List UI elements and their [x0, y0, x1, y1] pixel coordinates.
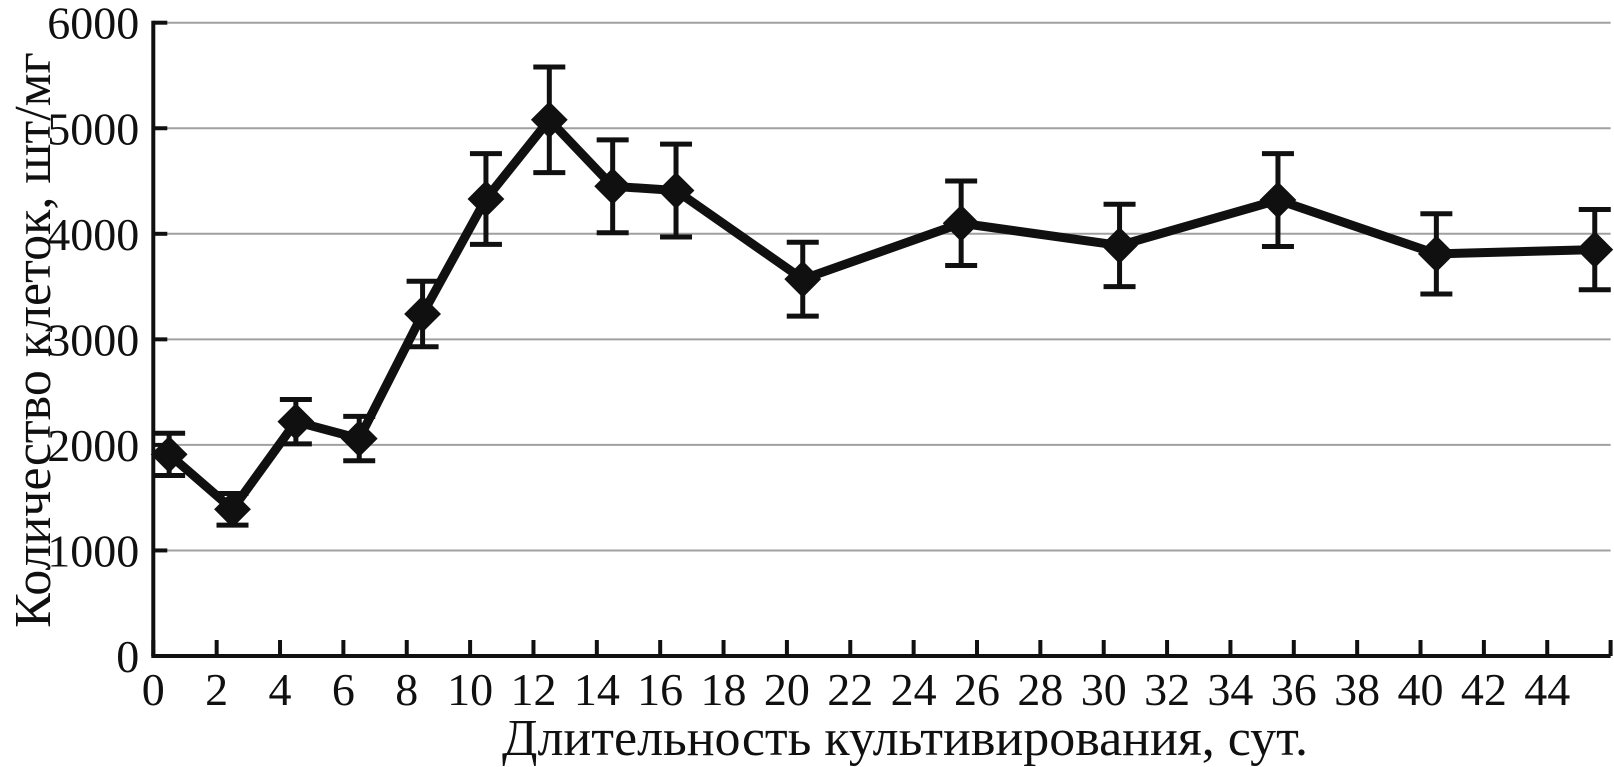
y-tick-label: 3000: [47, 314, 139, 365]
x-tick-label: 42: [1461, 664, 1507, 715]
data-point-marker: [657, 172, 695, 209]
y-tick-label: 5000: [47, 103, 139, 154]
x-tick-label: 38: [1334, 664, 1380, 715]
x-tick-label: 24: [891, 664, 937, 715]
data-point-marker: [214, 490, 251, 528]
data-point-marker: [1259, 181, 1297, 219]
data-point-marker: [530, 101, 568, 139]
y-tick-label: 0: [116, 631, 139, 682]
x-tick-label: 16: [637, 664, 683, 715]
y-axis-title: Количество клеток, шт/мг: [5, 52, 62, 628]
x-tick-label: 18: [701, 664, 747, 715]
x-tick-label: 8: [395, 664, 418, 715]
x-tick-label: 22: [827, 664, 873, 715]
x-tick-label: 26: [954, 664, 1000, 715]
y-tick-label: 4000: [47, 209, 139, 260]
data-point-marker: [942, 204, 980, 242]
x-tick-label: 40: [1398, 664, 1444, 715]
y-tick-label: 2000: [47, 420, 139, 471]
data-point-marker: [340, 420, 378, 457]
data-point-marker: [1417, 235, 1455, 273]
data-point-marker: [467, 180, 505, 218]
data-line: [166, 115, 1595, 514]
x-tick-label: 14: [574, 664, 620, 715]
x-tick-label: 30: [1081, 664, 1127, 715]
data-point-marker: [1576, 231, 1614, 269]
data-point-marker: [594, 167, 632, 205]
x-tick-label: 12: [510, 664, 556, 715]
x-tick-label: 36: [1271, 664, 1317, 715]
x-tick-label: 20: [764, 664, 810, 715]
data-point-marker: [784, 260, 822, 298]
data-point-marker: [277, 403, 315, 441]
x-tick-label: 32: [1144, 664, 1190, 715]
data-point-marker: [404, 295, 441, 333]
x-tick-label: 0: [142, 664, 165, 715]
x-tick-label: 44: [1524, 664, 1570, 715]
x-tick-label: 10: [447, 664, 493, 715]
y-tick-label: 6000: [47, 0, 139, 49]
y-tick-label: 1000: [47, 525, 139, 576]
data-point-marker: [1101, 226, 1138, 264]
x-tick-label: 34: [1207, 664, 1253, 715]
x-tick-label: 2: [205, 664, 228, 715]
x-tick-label: 28: [1017, 664, 1063, 715]
x-tick-label: 6: [332, 664, 355, 715]
x-tick-label: 4: [269, 664, 292, 715]
x-axis-title: Длительность культивирования, сут.: [502, 710, 1308, 767]
